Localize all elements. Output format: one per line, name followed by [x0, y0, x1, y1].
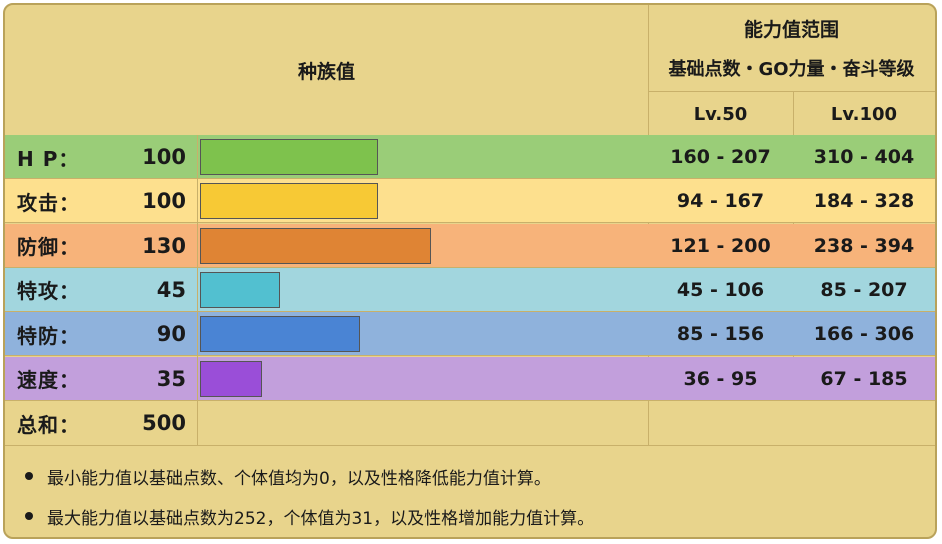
stat-label: 防御：	[17, 235, 80, 260]
stat-row-sp-attack: 特攻： 45 45 - 106 85 - 207	[5, 267, 935, 312]
stat-bar	[200, 183, 378, 220]
note-max: 最大能力值以基础点数为252，个体值为31，以及性格增加能力值计算。	[25, 501, 594, 531]
stat-value: 100	[142, 145, 186, 169]
note-max-text: 最大能力值以基础点数为252，个体值为31，以及性格增加能力值计算。	[47, 508, 595, 529]
range-lv100: 238 - 394	[813, 234, 915, 257]
range-lv50: 45 - 106	[676, 278, 765, 301]
bullet-icon	[25, 472, 33, 480]
total-value: 500	[142, 411, 186, 435]
stat-value: 35	[156, 366, 186, 391]
base-stats-header: 种族值	[297, 60, 355, 83]
stat-value: 90	[156, 322, 186, 347]
note-min: 最小能力值以基础点数、个体值均为0，以及性格降低能力值计算。	[25, 461, 551, 491]
stat-label: 攻击：	[17, 190, 80, 215]
total-row: 总和： 500	[5, 401, 935, 445]
stat-row-speed: 速度： 35 36 - 95 67 - 185	[5, 356, 935, 401]
range-lv50: 36 - 95	[683, 367, 758, 390]
lv100-header: Lv.100	[830, 103, 898, 125]
range-lv100: 184 - 328	[813, 190, 915, 213]
range-lv100: 85 - 207	[820, 278, 908, 301]
range-lv100: 67 - 185	[820, 367, 908, 390]
stat-bar	[200, 271, 281, 308]
stat-label: 速度：	[17, 368, 80, 392]
stats-table: 种族值 能力值范围 基础点数・GO力量・奋斗等级 Lv.50 Lv.100 H …	[3, 3, 937, 539]
note-min-text: 最小能力值以基础点数、个体值均为0，以及性格降低能力值计算。	[47, 468, 551, 489]
stat-bar	[200, 316, 361, 353]
stat-row-hp: H P： 100 160 - 207 310 - 404	[5, 135, 935, 179]
stat-label: H P：	[17, 146, 80, 171]
range-lv100: 310 - 404	[813, 146, 915, 168]
stat-bar	[200, 360, 263, 397]
range-header: 能力值范围	[743, 18, 839, 41]
range-lv50: 160 - 207	[670, 146, 771, 168]
range-lv50: 121 - 200	[670, 234, 771, 257]
stat-value: 130	[142, 233, 186, 258]
range-lv50: 94 - 167	[676, 190, 765, 213]
total-label: 总和：	[17, 412, 80, 437]
stat-row-defense: 防御： 130 121 - 200 238 - 394	[5, 223, 935, 268]
stat-value: 100	[142, 189, 186, 214]
stat-label: 特攻：	[17, 279, 80, 304]
range-lv100: 166 - 306	[813, 323, 915, 346]
stat-bar	[200, 139, 378, 175]
lv50-header: Lv.50	[693, 103, 748, 125]
stat-row-attack: 攻击： 100 94 - 167 184 - 328	[5, 179, 935, 224]
range-subheader: 基础点数・GO力量・奋斗等级	[668, 59, 915, 80]
range-lv50: 85 - 156	[676, 323, 765, 346]
stat-bar	[200, 227, 432, 264]
stat-value: 45	[156, 277, 186, 302]
bullet-icon	[25, 512, 33, 520]
stat-label: 特防：	[17, 323, 80, 348]
stat-row-sp-defense: 特防： 90 85 - 156 166 - 306	[5, 312, 935, 357]
